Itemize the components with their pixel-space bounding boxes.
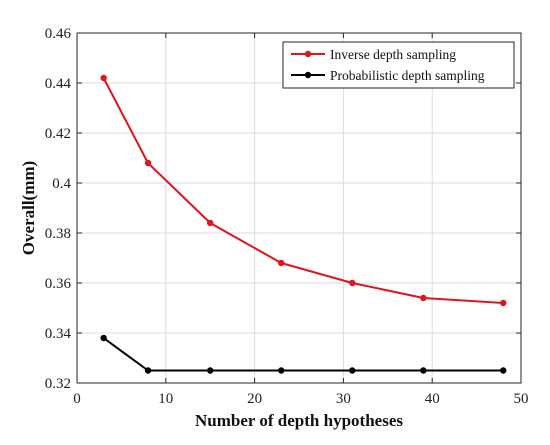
series-line-0 bbox=[102, 77, 504, 304]
x-tick-label: 50 bbox=[514, 391, 529, 407]
y-tick-label: 0.34 bbox=[45, 326, 72, 342]
y-tick-label: 0.42 bbox=[45, 126, 71, 142]
data-point bbox=[500, 299, 507, 307]
x-axis-title: Number of depth hypotheses bbox=[195, 411, 403, 430]
axis-ticks: 0 10 20 30 40 50 0.32 0.34 0.36 0.38 0.4 0.42 0.44 0.… bbox=[45, 26, 529, 407]
x-tick-label: 10 bbox=[158, 391, 173, 407]
legend-label-probabilistic-depth: Probabilistic depth sampling bbox=[330, 68, 485, 83]
series-line-1 bbox=[103, 337, 504, 372]
x-tick-label: 40 bbox=[425, 391, 440, 407]
data-point bbox=[100, 334, 107, 342]
data-point bbox=[207, 367, 214, 374]
x-tick-label: 0 bbox=[73, 391, 81, 407]
x-tick-label: 20 bbox=[247, 391, 262, 407]
data-point bbox=[349, 367, 356, 374]
legend-label-inverse-depth: Inverse depth sampling bbox=[330, 47, 456, 62]
legend: Inverse depth sampling Probabilistic dep… bbox=[282, 41, 515, 89]
data-point bbox=[278, 259, 285, 267]
y-tick-label: 0.38 bbox=[45, 226, 71, 242]
data-point bbox=[144, 159, 152, 167]
legend-marker-probabilistic-depth bbox=[304, 71, 312, 79]
y-axis-title: Overall(mm) bbox=[19, 161, 38, 255]
data-point bbox=[100, 74, 107, 82]
x-tick-label: 30 bbox=[336, 391, 351, 407]
y-tick-label: 0.32 bbox=[45, 376, 71, 392]
series-area bbox=[100, 74, 507, 374]
data-point bbox=[349, 279, 356, 287]
data-point bbox=[420, 294, 427, 302]
legend-box bbox=[282, 41, 515, 89]
data-point bbox=[144, 367, 152, 374]
plot-frame bbox=[76, 32, 522, 384]
y-tick-label: 0.44 bbox=[45, 76, 72, 92]
y-tick-label: 0.36 bbox=[45, 276, 72, 292]
data-point bbox=[500, 367, 507, 374]
legend-marker-inverse-depth bbox=[304, 50, 312, 58]
data-point bbox=[278, 367, 285, 374]
y-tick-label: 0.4 bbox=[52, 176, 71, 192]
data-point bbox=[207, 219, 214, 227]
y-tick-label: 0.46 bbox=[45, 26, 72, 42]
data-point bbox=[420, 367, 427, 374]
